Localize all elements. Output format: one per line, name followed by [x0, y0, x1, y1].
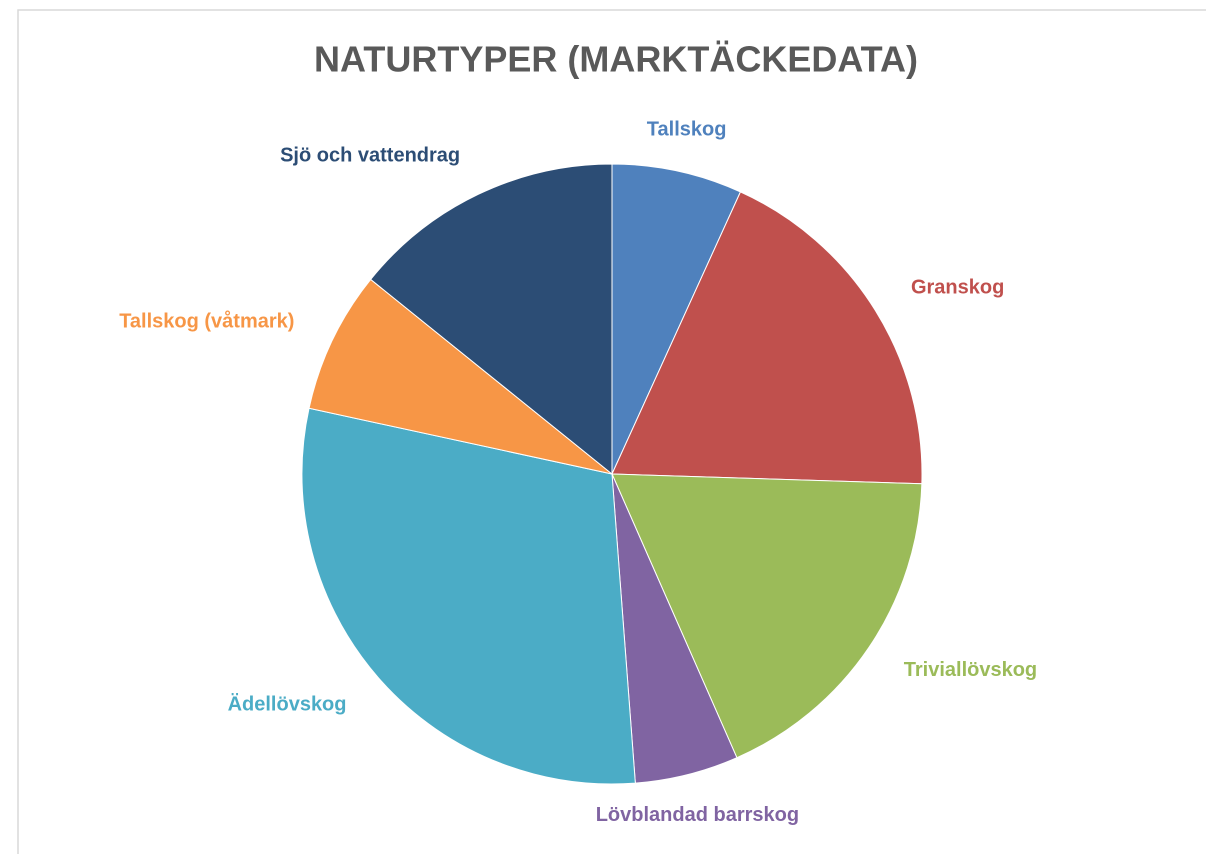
pie-slice — [301, 407, 636, 785]
slice-label: Ädellövskog — [228, 692, 347, 715]
pie-slice — [369, 163, 613, 476]
pie-slice — [611, 473, 923, 759]
pie-slice — [308, 278, 613, 475]
pie-slice — [611, 191, 923, 485]
slice-label: Sjö och vattendrag — [280, 145, 460, 167]
chart-title: NATURTYPER (MARKTÄCKEDATA) — [314, 39, 918, 80]
slice-label: Tallskog (våtmark) — [119, 309, 294, 332]
slice-label: Triviallövskog — [904, 659, 1037, 681]
slice-label: Granskog — [911, 276, 1004, 298]
slice-label: Lövblandad barrskog — [596, 804, 799, 826]
pie-slice — [611, 163, 742, 475]
slice-label: Tallskog — [647, 118, 727, 140]
